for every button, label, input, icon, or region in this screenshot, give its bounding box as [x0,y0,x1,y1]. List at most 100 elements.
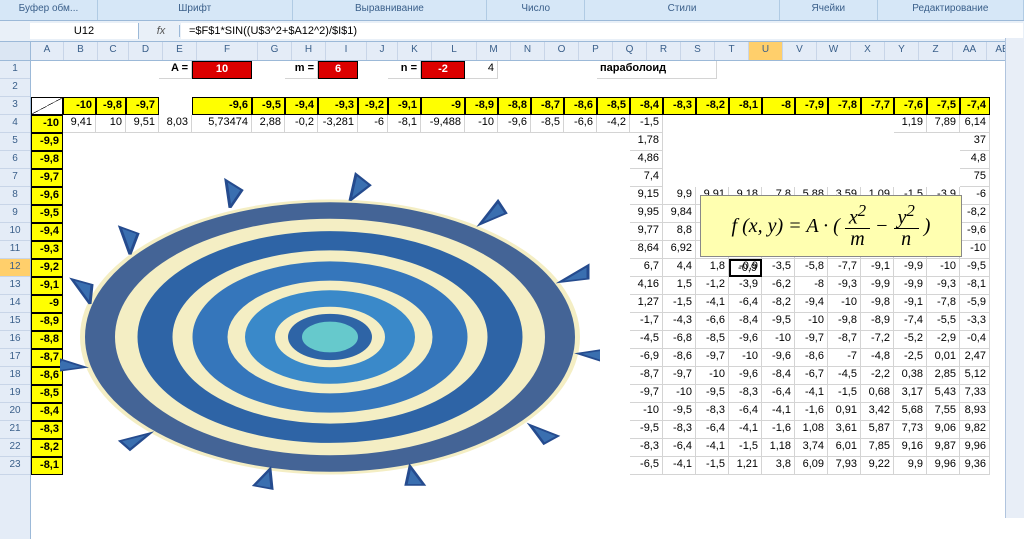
col-header[interactable]: D [129,42,163,60]
cell[interactable]: -9,5 [630,421,663,439]
cell[interactable]: -7,9 [795,97,828,115]
row-header[interactable]: 4 [0,115,30,133]
cell[interactable]: -9,1 [894,295,927,313]
cell[interactable]: -8,5 [31,385,63,403]
cell[interactable]: -8,3 [630,439,663,457]
cell[interactable]: -8,2 [31,439,63,457]
cell[interactable]: 9,06 [927,421,960,439]
cell[interactable]: -8 [762,97,795,115]
cell[interactable]: -4,1 [729,421,762,439]
col-header[interactable]: AA [953,42,987,60]
cell[interactable]: 3,8 [762,457,795,475]
cell[interactable]: -8,2 [762,295,795,313]
row-header[interactable]: 11 [0,241,30,259]
cell[interactable]: 1,21 [729,457,762,475]
cell[interactable]: 1,78 [630,133,663,151]
cell[interactable]: -9,5 [762,313,795,331]
col-header[interactable]: K [398,42,432,60]
col-header[interactable]: Y [885,42,919,60]
cell[interactable]: 9,77 [630,223,663,241]
name-box[interactable]: U12 [30,23,139,39]
cell[interactable]: -8,6 [795,349,828,367]
cell[interactable]: 9,9 [663,187,696,205]
cell[interactable]: -9,7 [630,385,663,403]
cell[interactable]: -1,2 [696,277,729,295]
ribbon-tab[interactable]: Буфер обм... [0,0,98,20]
cell[interactable]: -8,8 [498,97,531,115]
cell[interactable]: 9,41 [63,115,96,133]
cell[interactable]: -9,7 [126,97,159,115]
cell[interactable]: 7,73 [894,421,927,439]
col-header[interactable]: Q [613,42,647,60]
cell[interactable]: -2,9 [927,331,960,349]
cell[interactable]: -9 [421,97,465,115]
cell[interactable]: 1,08 [795,421,828,439]
cell[interactable]: 4,8 [960,151,990,169]
cell[interactable]: -7,8 [927,295,960,313]
cell[interactable]: 0,38 [894,367,927,385]
cell[interactable]: -9,3 [318,97,358,115]
cell[interactable]: -10 [927,259,960,277]
cell[interactable]: -9,7 [795,331,828,349]
cell[interactable]: -6,8 [663,331,696,349]
cell[interactable]: -8,2 [960,205,990,223]
ribbon-tab[interactable]: Ячейки [780,0,878,20]
cell[interactable]: -9,9 [894,259,927,277]
col-header[interactable]: B [64,42,98,60]
cell[interactable]: -8,7 [630,367,663,385]
cell[interactable]: 75 [960,169,990,187]
ribbon-tab[interactable]: Редактирование [878,0,1024,20]
cell[interactable]: -0,9 [729,259,762,277]
cell[interactable]: -9,9 [861,277,894,295]
cell[interactable]: -9,8 [861,295,894,313]
cell[interactable]: -4,1 [795,385,828,403]
cell[interactable]: 1,19 [894,115,927,133]
cell[interactable]: 6,7 [630,259,663,277]
cell[interactable]: -8,7 [31,349,63,367]
cell[interactable]: 4,16 [630,277,663,295]
cell[interactable]: 0,91 [828,403,861,421]
row-header[interactable]: 20 [0,403,30,421]
cell[interactable]: -8,9 [861,313,894,331]
row-header[interactable]: 2 [0,79,30,97]
row-header[interactable]: 14 [0,295,30,313]
row-header[interactable]: 12 [0,259,30,277]
cell[interactable]: -4,1 [762,403,795,421]
cell[interactable]: -7,7 [861,97,894,115]
cell[interactable] [31,97,63,115]
cell[interactable]: -9,3 [828,277,861,295]
cell[interactable]: -9,7 [31,169,63,187]
col-header[interactable]: Z [919,42,953,60]
cell[interactable]: -10 [630,403,663,421]
cell[interactable]: 8,8 [663,223,696,241]
cell[interactable]: -4,1 [696,439,729,457]
cell[interactable]: -8,7 [828,331,861,349]
cell[interactable]: -9,6 [729,331,762,349]
cell[interactable]: -9,4 [285,97,318,115]
cell[interactable]: -9,1 [861,259,894,277]
cell[interactable]: 9,82 [960,421,990,439]
cell[interactable]: -9,5 [960,259,990,277]
cell[interactable]: 7,93 [828,457,861,475]
cell[interactable]: -3,3 [960,313,990,331]
col-header[interactable]: X [851,42,885,60]
cell[interactable]: 7,4 [630,169,663,187]
cell[interactable]: -9,7 [663,367,696,385]
cell[interactable]: -6,7 [795,367,828,385]
cell[interactable]: -1,6 [762,421,795,439]
cell[interactable]: -2,5 [894,349,927,367]
col-header[interactable]: M [477,42,511,60]
cell[interactable]: -4,2 [597,115,630,133]
cell[interactable]: -10 [828,295,861,313]
cell[interactable]: 2,88 [252,115,285,133]
col-header[interactable]: V [783,42,817,60]
ribbon-tab[interactable]: Число [487,0,585,20]
cell[interactable]: -7,7 [828,259,861,277]
col-header[interactable]: R [647,42,681,60]
col-header[interactable]: T [715,42,749,60]
cell[interactable]: 2,85 [927,367,960,385]
row-header[interactable]: 8 [0,187,30,205]
cell[interactable]: -8,6 [663,349,696,367]
row-header[interactable]: 9 [0,205,30,223]
cell[interactable]: -8,9 [31,313,63,331]
